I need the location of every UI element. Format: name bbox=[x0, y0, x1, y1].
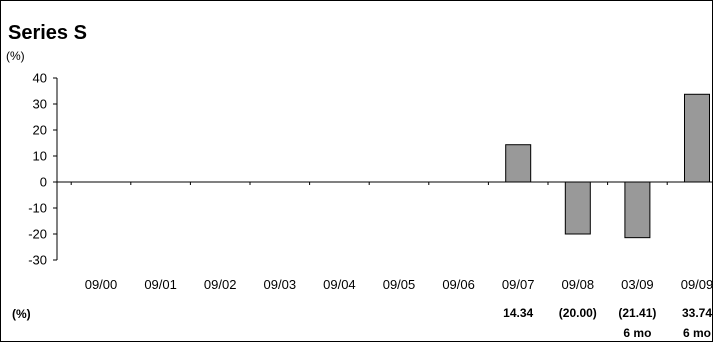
x-tick-label: 09/06 bbox=[442, 277, 475, 292]
data-label: (21.41) bbox=[618, 306, 656, 320]
bar bbox=[505, 144, 532, 183]
chart-title: Series S bbox=[8, 22, 87, 44]
data-label: 33.74 bbox=[682, 306, 712, 320]
axes bbox=[53, 77, 712, 261]
x-tick-label: 09/08 bbox=[562, 277, 595, 292]
y-tick-label: 20 bbox=[33, 123, 47, 138]
y-tick-label: -20 bbox=[28, 227, 47, 242]
labels: 40 30 20 10 0 -10 -20 -30 09/00 09/01 09/02 09/03 09… bbox=[28, 71, 713, 341]
y-axis-unit-label: (%) bbox=[6, 49, 25, 63]
period-label: 6 mo bbox=[683, 326, 711, 340]
y-tick-label: -10 bbox=[28, 201, 47, 216]
x-tick-label: 09/09 bbox=[681, 277, 713, 292]
x-tick-label: 09/04 bbox=[323, 277, 356, 292]
data-label: (20.00) bbox=[559, 306, 597, 320]
x-tick-label: 09/03 bbox=[264, 277, 297, 292]
x-tick-label: 09/01 bbox=[144, 277, 177, 292]
bar bbox=[564, 181, 591, 235]
x-tick-label: 09/02 bbox=[204, 277, 237, 292]
data-label: 14.34 bbox=[503, 306, 533, 320]
y-tick-label: 40 bbox=[33, 71, 47, 86]
y-tick-label: 30 bbox=[33, 97, 47, 112]
x-tick-label: 03/09 bbox=[621, 277, 654, 292]
bar bbox=[684, 93, 710, 183]
bar bbox=[624, 181, 651, 239]
y-tick-label: -30 bbox=[28, 253, 47, 268]
period-label: 6 mo bbox=[623, 326, 651, 340]
bars bbox=[505, 93, 710, 239]
x-tick-label: 09/05 bbox=[383, 277, 416, 292]
x-tick-label: 09/00 bbox=[85, 277, 118, 292]
x-tick-label: 09/07 bbox=[502, 277, 535, 292]
y-tick-label: 0 bbox=[40, 175, 47, 190]
y-tick-label: 10 bbox=[33, 149, 47, 164]
table-unit-label: (%) bbox=[12, 307, 31, 321]
